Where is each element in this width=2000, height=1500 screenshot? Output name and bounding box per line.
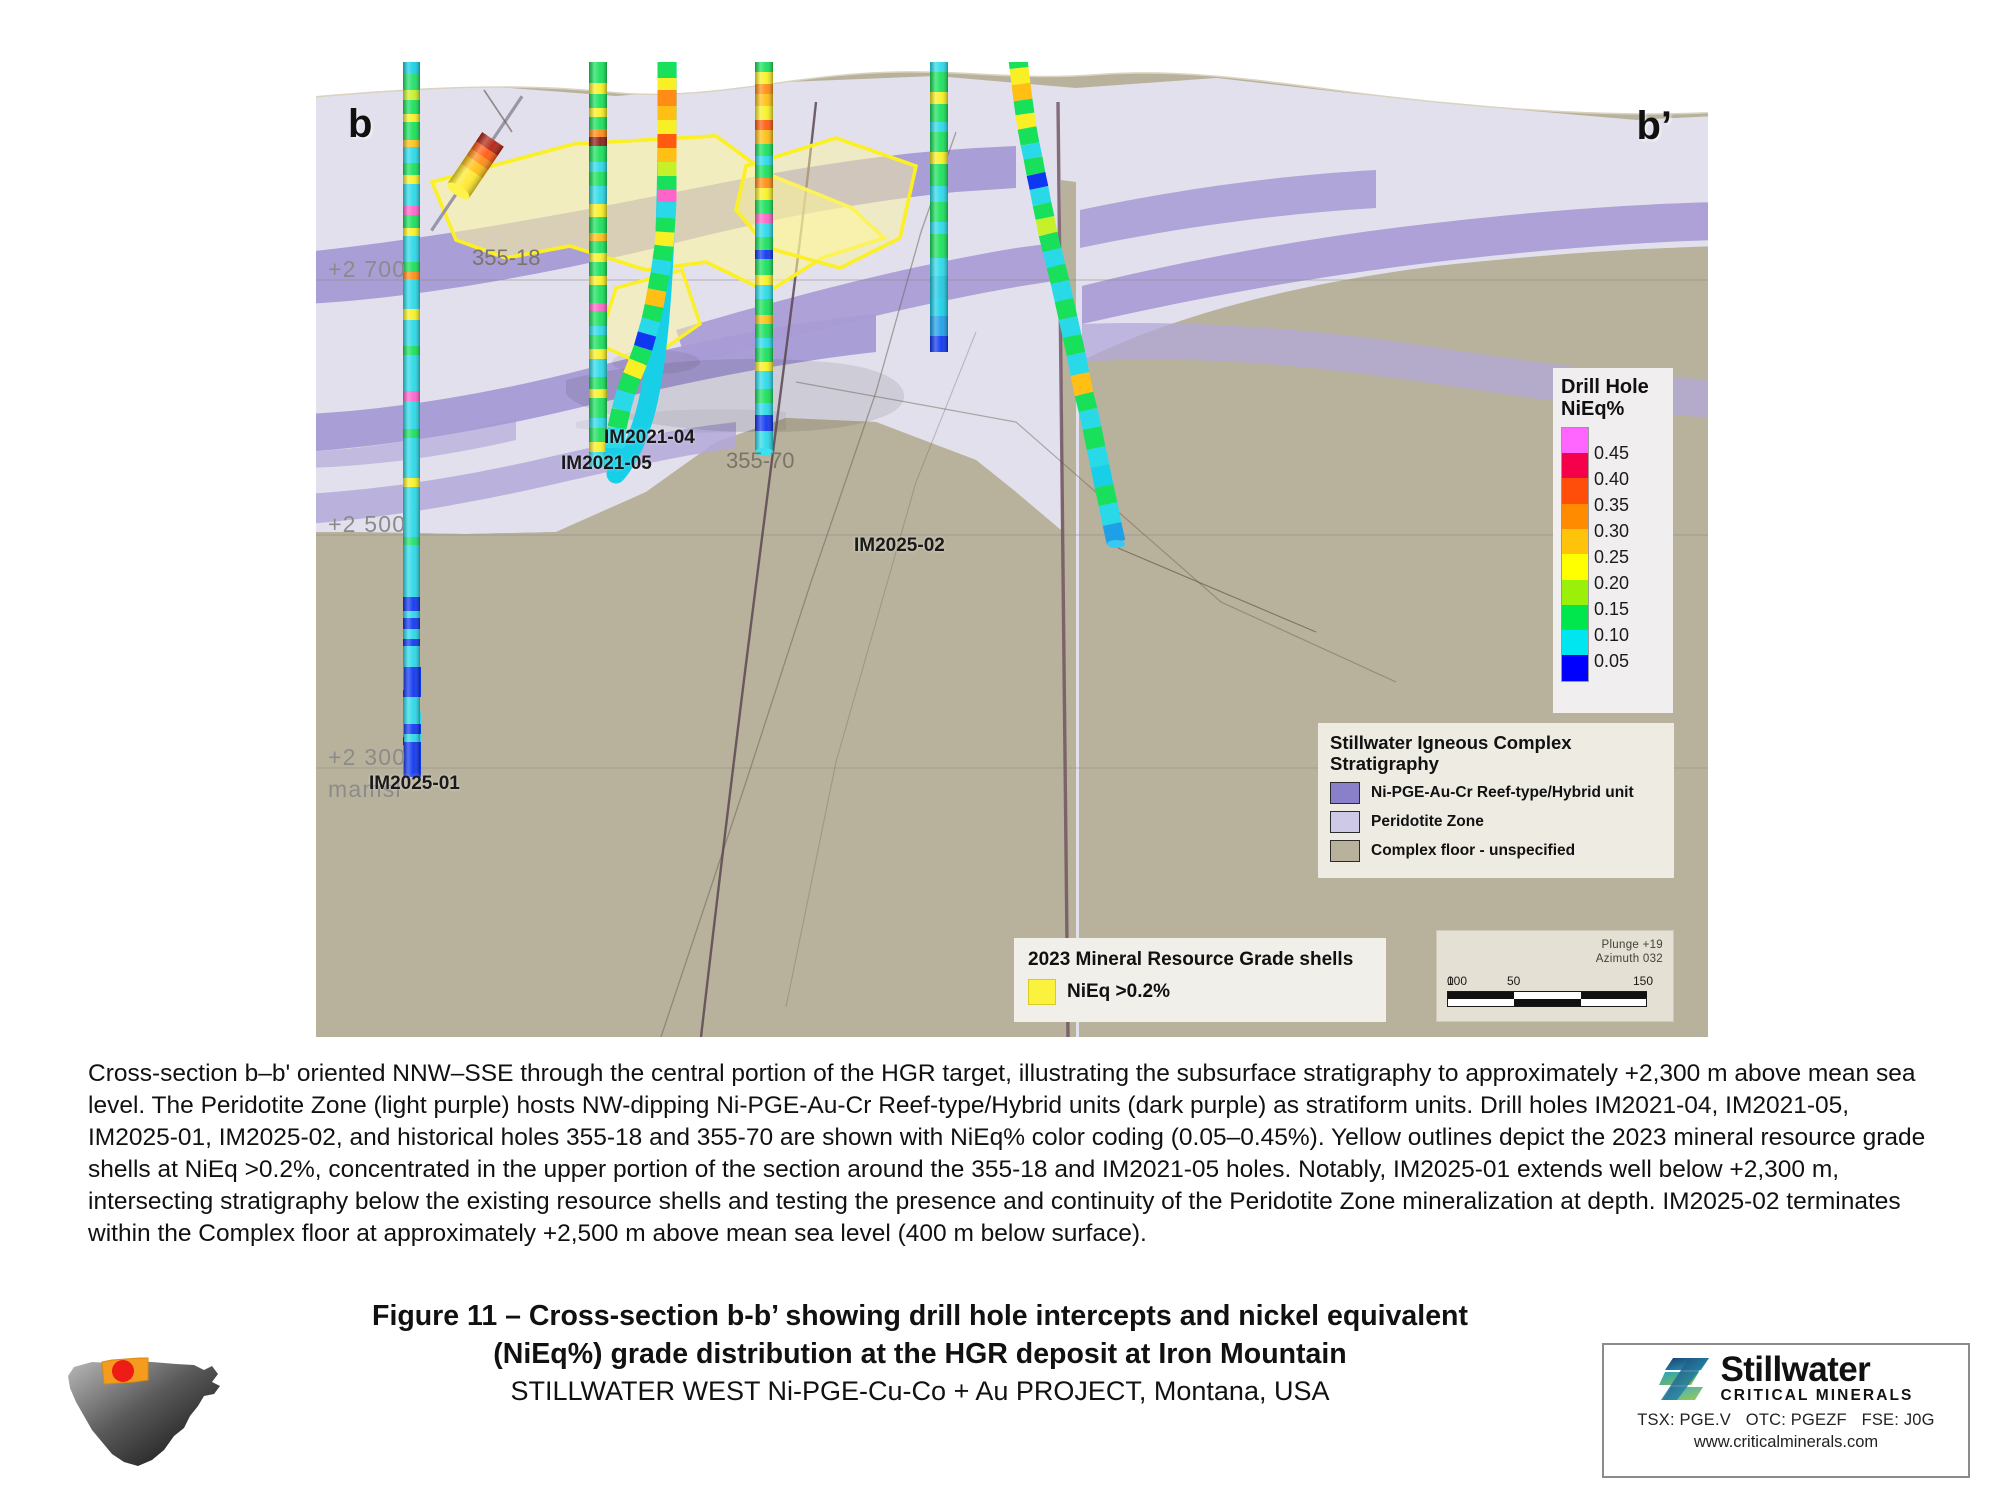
drill-hole-355-70 — [930, 62, 948, 352]
view-orientation-text: Plunge +19 Azimuth 032 — [1447, 938, 1663, 967]
colorscale-tick-0-30: 0.30 — [1594, 520, 1630, 541]
colorscale-swatch-0-05 — [1562, 655, 1588, 681]
colorscale-tick-0-15: 0.15 — [1594, 598, 1630, 619]
logo-company-name: Stillwater — [1720, 1350, 1871, 1389]
stratigraphy-legend-title: Stillwater Igneous Complex Stratigraphy — [1330, 732, 1572, 774]
legend-row-complex-floor: Complex floor - unspecified — [1330, 839, 1662, 862]
drill-hole-nieq-colorscale-legend: Drill Hole NiEq% 0.45 0.40 0.35 0.30 0.2… — [1553, 368, 1673, 713]
hole-label-355-18: 355-18 — [472, 245, 541, 270]
ticker-fse: FSE: J0G — [1861, 1410, 1935, 1429]
figure-title: Figure 11 – Cross-section b-b’ showing d… — [300, 1298, 1540, 1410]
scale-bar-tick-labels: 0 50 100 150 — [1447, 974, 1663, 990]
ticker-tsx: TSX: PGE.V — [1637, 1410, 1731, 1429]
elevation-label-2300: +2 300 — [328, 744, 407, 770]
scale-bar-graphic — [1447, 990, 1647, 1007]
scale-tick-50: 50 — [1507, 973, 1521, 988]
cross-section-panel: b b’ +2 700 +2 500 +2 300 mamsl 355-18 3… — [316, 62, 1708, 1037]
hole-label-IM2021-05: IM2021-05 — [561, 453, 652, 474]
project-location-dot — [112, 1360, 134, 1382]
colorscale-title: Drill Hole NiEq% — [1561, 376, 1649, 421]
legend-row-peridotite-zone: Peridotite Zone — [1330, 810, 1662, 833]
colorscale-tick-0-10: 0.10 — [1594, 624, 1630, 645]
grade-shells-legend-row: NiEq >0.2% — [1028, 979, 1372, 1005]
figure-title-line3: STILLWATER WEST Ni-PGE-Cu-Co + Au PROJEC… — [510, 1376, 1330, 1407]
usa-map-inset-icon — [68, 1357, 220, 1466]
scale-tick-100: 100 — [1447, 973, 1468, 988]
hole-label-IM2025-01: IM2025-01 — [369, 773, 460, 794]
section-corner-label-b-prime: b’ — [1636, 104, 1672, 148]
legend-row-reef-unit: Ni-PGE-Au-Cr Reef-type/Hybrid unit — [1330, 781, 1662, 804]
legend-label-peridotite-zone: Peridotite Zone — [1371, 812, 1484, 830]
colorscale-tick-0-40: 0.40 — [1594, 468, 1630, 489]
colorscale-tick-0-25: 0.25 — [1594, 546, 1630, 567]
azimuth-label: Azimuth 032 — [1595, 953, 1663, 966]
colorscale-swatch-0-35 — [1562, 503, 1588, 529]
figure-title-line1: Figure 11 – Cross-section b-b’ showing d… — [372, 1300, 1468, 1332]
legend-swatch-grade-shell — [1028, 979, 1056, 1005]
grade-shells-legend-title: 2023 Mineral Resource Grade shells — [1028, 949, 1354, 970]
usa-outline — [68, 1361, 220, 1466]
hole-label-IM2025-02: IM2025-02 — [854, 535, 945, 556]
legend-swatch-peridotite-zone — [1330, 810, 1360, 833]
colorscale-swatch-0-10 — [1562, 630, 1588, 656]
grade-shells-legend: 2023 Mineral Resource Grade shells NiEq … — [1014, 938, 1386, 1022]
hole-label-355-70: 355-70 — [726, 448, 795, 473]
drill-hole-355-18-intercept — [430, 95, 524, 232]
logo-ticker-symbols: TSX: PGE.V OTC: PGEZF FSE: J0G — [1614, 1411, 1958, 1430]
grade-shell-upper-right — [734, 136, 919, 270]
colorscale-tick-0-05: 0.05 — [1594, 650, 1630, 671]
plunge-label: Plunge +19 — [1601, 939, 1663, 951]
colorscale-swatch-0-25 — [1562, 554, 1588, 580]
elevation-label-2500: +2 500 — [328, 511, 407, 537]
drill-hole-355-18 — [589, 62, 607, 467]
cross-section-graphic — [316, 62, 1708, 1037]
hole-label-IM2021-04: IM2021-04 — [604, 427, 695, 448]
section-corner-label-b: b — [348, 102, 373, 146]
ticker-otc: OTC: PGEZF — [1745, 1410, 1847, 1429]
drill-hole-IM2021-04 — [755, 62, 773, 456]
elevation-label-2700: +2 700 — [328, 256, 407, 282]
legend-swatch-complex-floor — [1330, 839, 1360, 862]
drill-hole-IM2021-05 — [604, 62, 677, 484]
colorscale-ramp — [1561, 426, 1589, 682]
colorscale-tick-0-20: 0.20 — [1594, 572, 1630, 593]
scale-tick-0: 0 — [1447, 973, 1454, 988]
legend-swatch-reef-unit — [1330, 781, 1360, 804]
colorscale-swatch-0-15 — [1562, 604, 1588, 631]
colorscale-swatch-0-45-plus — [1562, 427, 1588, 454]
colorscale-tick-labels: 0.45 0.40 0.35 0.30 0.25 0.20 0.15 0.10 … — [1594, 427, 1664, 682]
logo-company-subtitle: CRITICAL MINERALS — [1720, 1387, 1914, 1405]
colorscale-swatch-0-45 — [1562, 453, 1588, 479]
elevation-label-mamsl: mamsl — [328, 776, 402, 802]
drill-hole-IM2025-02 — [1008, 62, 1126, 548]
logo-website-url[interactable]: www.criticalminerals.com — [1693, 1432, 1879, 1451]
colorscale-swatch-0-20 — [1562, 579, 1588, 605]
drill-hole-IM2025-01 — [403, 62, 421, 778]
figure-title-line2: (NiEq%) grade distribution at the HGR de… — [493, 1337, 1347, 1370]
colorscale-swatch-0-40 — [1562, 478, 1588, 504]
legend-label-grade-shell: NiEq >0.2% — [1067, 981, 1170, 1002]
scale-tick-150: 150 — [1633, 973, 1654, 988]
figure-caption: Cross-section b–b' oriented NNW–SSE thro… — [88, 1060, 1926, 1247]
legend-label-reef-unit: Ni-PGE-Au-Cr Reef-type/Hybrid unit — [1371, 783, 1634, 801]
stratigraphy-legend: Stillwater Igneous Complex Stratigraphy … — [1318, 723, 1674, 878]
colorscale-tick-0-35: 0.35 — [1594, 494, 1630, 515]
company-logo-box: Stillwater CRITICAL MINERALS TSX: PGE.V … — [1602, 1343, 1970, 1478]
colorscale-swatch-0-30 — [1562, 528, 1588, 555]
scale-bar-box: Plunge +19 Azimuth 032 0 50 100 150 — [1436, 930, 1674, 1022]
legend-label-complex-floor: Complex floor - unspecified — [1371, 841, 1576, 859]
colorscale-tick-0-45: 0.45 — [1594, 442, 1630, 463]
stillwater-s-mark-icon — [1658, 1358, 1709, 1401]
